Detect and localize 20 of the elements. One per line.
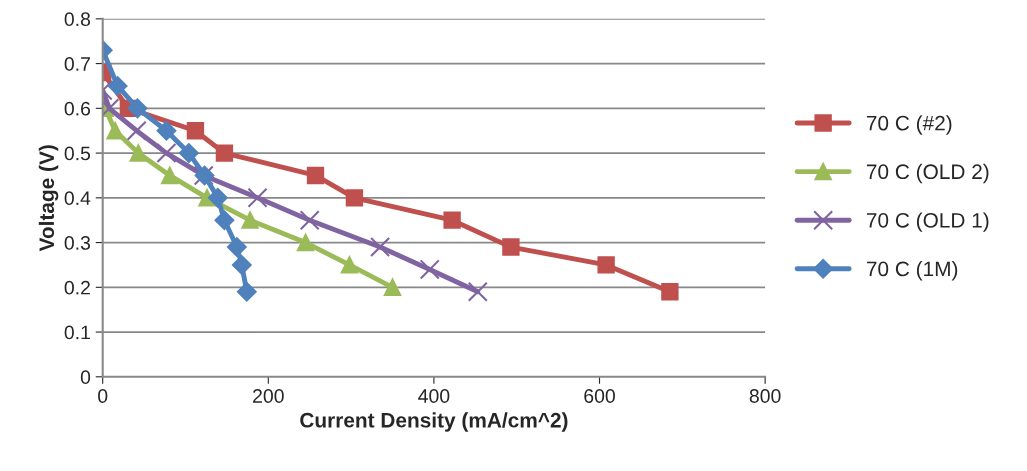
x-tick-label: 200 xyxy=(253,389,284,403)
x-tick-label: 600 xyxy=(584,389,615,403)
x-tick-label: 400 xyxy=(418,389,450,403)
y-tick-label: 0.4 xyxy=(64,191,91,206)
x-tick-label: 0 xyxy=(98,389,108,403)
y-tick-label: 0.1 xyxy=(64,325,90,340)
x-tick-label: 800 xyxy=(749,389,781,403)
y-tick-label: 0 xyxy=(80,370,91,385)
legend-label: 70 C (1M) xyxy=(866,260,958,281)
x-axis-title: Current Density (mA/cm^2) xyxy=(300,412,568,432)
legend-label: 70 C (OLD 2) xyxy=(866,163,989,184)
y-tick-label: 0.6 xyxy=(64,101,91,116)
y-tick-label: 0.5 xyxy=(64,146,91,161)
legend-label: 70 C (#2) xyxy=(866,115,952,135)
y-tick-label: 0.3 xyxy=(64,236,91,250)
legend-label: 70 C (OLD 1) xyxy=(866,212,989,232)
y-axis-title: Voltage (V) xyxy=(38,145,59,252)
y-tick-label: 0.7 xyxy=(64,57,90,71)
y-tick-label: 0.2 xyxy=(64,280,90,295)
y-tick-label: 0.8 xyxy=(64,12,91,27)
